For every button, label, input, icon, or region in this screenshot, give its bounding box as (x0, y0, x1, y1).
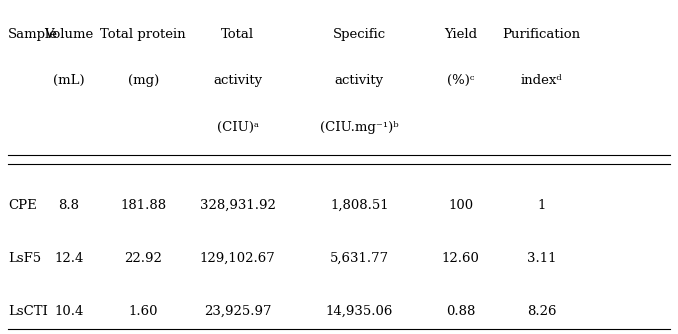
Text: Volume: Volume (44, 28, 94, 41)
Text: 23,925.97: 23,925.97 (204, 305, 271, 318)
Text: LsF5: LsF5 (8, 252, 41, 265)
Text: 5,631.77: 5,631.77 (330, 252, 388, 265)
Text: 1.60: 1.60 (128, 305, 158, 318)
Text: Total protein: Total protein (100, 28, 186, 41)
Text: Yield: Yield (444, 28, 477, 41)
Text: 0.88: 0.88 (446, 305, 475, 318)
Text: 12.60: 12.60 (441, 252, 479, 265)
Text: activity: activity (335, 74, 384, 88)
Text: Total: Total (221, 28, 254, 41)
Text: 181.88: 181.88 (120, 199, 166, 212)
Text: Sample: Sample (8, 28, 58, 41)
Text: CPE: CPE (8, 199, 37, 212)
Text: 8.26: 8.26 (527, 305, 557, 318)
Text: (mL): (mL) (53, 74, 85, 88)
Text: 12.4: 12.4 (54, 252, 83, 265)
Text: 129,102.67: 129,102.67 (200, 252, 275, 265)
Text: LsCTI: LsCTI (8, 305, 48, 318)
Text: (CIU.mg⁻¹)ᵇ: (CIU.mg⁻¹)ᵇ (320, 121, 399, 134)
Text: (mg): (mg) (127, 74, 159, 88)
Text: 22.92: 22.92 (124, 252, 162, 265)
Text: 8.8: 8.8 (58, 199, 79, 212)
Text: 3.11: 3.11 (527, 252, 557, 265)
Text: 14,935.06: 14,935.06 (325, 305, 393, 318)
Text: indexᵈ: indexᵈ (521, 74, 562, 88)
Text: (%)ᶜ: (%)ᶜ (447, 74, 474, 88)
Text: 328,931.92: 328,931.92 (200, 199, 276, 212)
Text: 10.4: 10.4 (54, 305, 83, 318)
Text: activity: activity (213, 74, 262, 88)
Text: Specific: Specific (333, 28, 386, 41)
Text: (CIU)ᵃ: (CIU)ᵃ (217, 121, 259, 134)
Text: 1,808.51: 1,808.51 (330, 199, 388, 212)
Text: 1: 1 (538, 199, 546, 212)
Text: Purification: Purification (502, 28, 580, 41)
Text: 100: 100 (448, 199, 473, 212)
